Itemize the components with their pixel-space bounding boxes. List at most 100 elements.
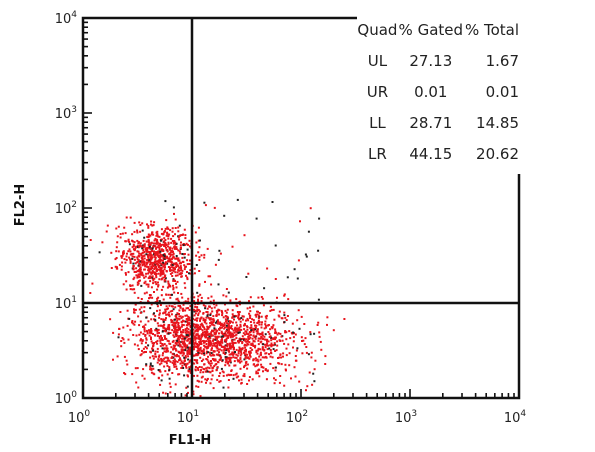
event-point <box>180 367 183 369</box>
event-point <box>272 367 275 370</box>
event-point <box>186 327 188 330</box>
event-point <box>139 268 141 271</box>
event-point <box>257 343 260 346</box>
event-point <box>265 352 268 355</box>
percent-total: 0.01 <box>485 82 519 101</box>
event-point <box>141 349 143 352</box>
event-point <box>161 347 164 350</box>
event-point <box>131 257 134 260</box>
event-point <box>294 355 297 357</box>
event-point <box>286 276 289 279</box>
event-point <box>183 345 186 348</box>
event-point <box>276 333 279 336</box>
event-point <box>253 321 256 324</box>
event-point <box>154 281 157 284</box>
event-point <box>174 274 177 277</box>
event-point <box>159 345 162 348</box>
event-point <box>203 256 206 259</box>
event-point <box>120 268 123 271</box>
event-point <box>257 317 260 320</box>
event-point <box>216 343 219 346</box>
event-point <box>164 336 166 339</box>
event-point <box>254 328 257 331</box>
event-point <box>139 230 142 233</box>
event-point <box>199 346 202 349</box>
event-point <box>158 246 161 249</box>
event-point <box>155 283 158 286</box>
event-point <box>156 309 158 312</box>
event-point <box>209 275 212 278</box>
event-point <box>121 261 124 264</box>
event-point <box>272 324 275 327</box>
event-point <box>156 262 159 265</box>
event-point <box>227 325 230 328</box>
event-point <box>224 318 227 321</box>
event-point <box>255 324 258 327</box>
event-point <box>198 270 201 272</box>
event-point <box>252 340 255 342</box>
event-point <box>169 332 172 334</box>
event-point <box>194 330 197 333</box>
event-point <box>225 359 228 362</box>
event-point <box>241 342 244 345</box>
event-point <box>181 334 184 337</box>
event-point <box>146 253 149 256</box>
event-point <box>148 297 150 300</box>
event-point <box>247 337 250 340</box>
event-point <box>182 233 185 236</box>
event-point <box>178 315 181 318</box>
event-point <box>278 310 281 313</box>
event-point <box>243 234 246 237</box>
event-point <box>116 267 119 270</box>
event-point <box>179 358 182 361</box>
event-point <box>275 336 277 339</box>
event-point <box>206 345 209 348</box>
event-point <box>134 248 136 251</box>
event-point <box>163 257 166 260</box>
percent-total: 14.85 <box>476 113 519 132</box>
event-point <box>224 331 227 334</box>
event-point <box>224 356 227 359</box>
event-point <box>172 288 175 291</box>
event-point <box>157 376 160 379</box>
event-point <box>259 358 262 361</box>
event-point <box>117 333 120 336</box>
event-point <box>216 336 219 339</box>
event-point <box>164 277 167 280</box>
event-point <box>189 319 192 322</box>
event-point <box>285 347 288 350</box>
event-point <box>149 254 151 257</box>
event-point <box>155 327 158 330</box>
event-point <box>223 324 226 327</box>
event-point <box>152 372 155 375</box>
event-point <box>164 318 167 321</box>
event-point <box>174 271 177 274</box>
event-point <box>156 342 159 345</box>
event-point <box>172 331 175 334</box>
event-point <box>177 268 180 271</box>
event-point <box>172 241 175 244</box>
event-point <box>161 339 164 341</box>
event-point <box>183 282 186 285</box>
event-point <box>246 326 249 329</box>
event-point <box>264 320 267 323</box>
event-point <box>122 283 125 286</box>
event-point <box>174 268 176 270</box>
event-point <box>123 258 126 261</box>
event-point <box>195 353 198 355</box>
event-point <box>186 320 189 323</box>
event-point <box>277 314 280 317</box>
event-point <box>147 239 150 242</box>
event-point <box>203 320 206 323</box>
event-point <box>194 318 197 321</box>
event-point <box>178 359 180 362</box>
event-point <box>238 318 241 321</box>
event-point <box>146 246 149 249</box>
event-point <box>326 323 328 326</box>
event-point <box>152 264 155 267</box>
event-point <box>148 329 150 332</box>
event-point <box>184 349 187 352</box>
event-point <box>160 278 163 281</box>
event-point <box>176 319 179 322</box>
event-point <box>243 322 246 325</box>
